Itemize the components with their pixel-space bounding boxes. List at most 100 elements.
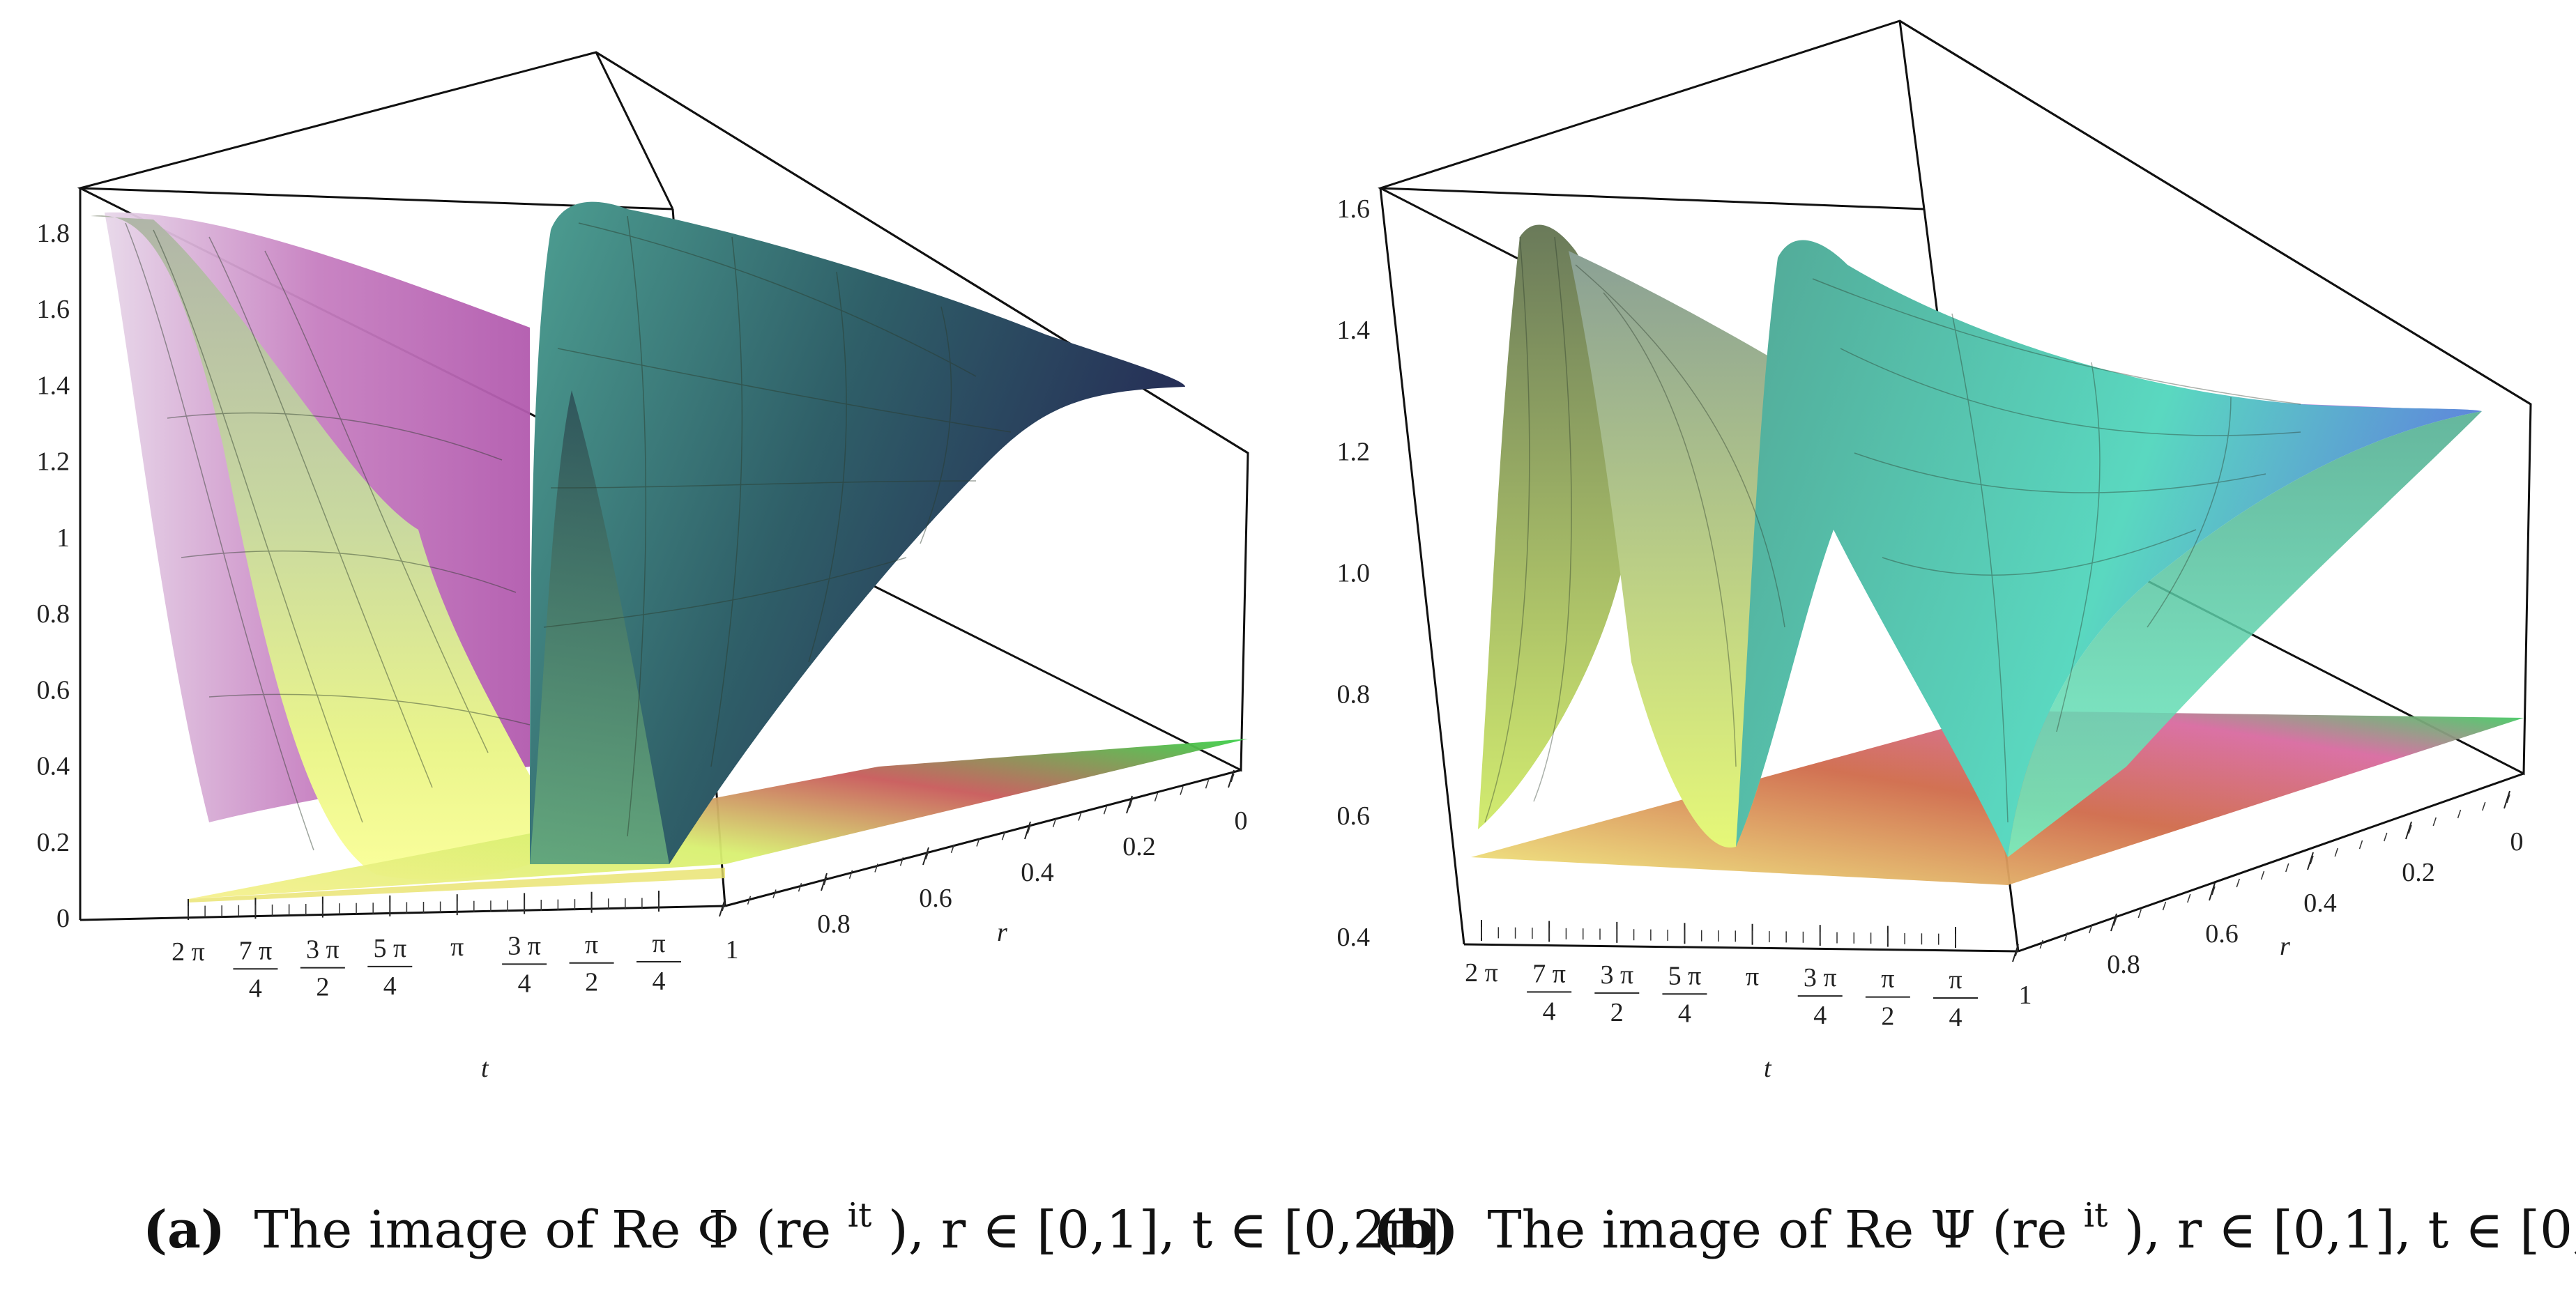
- panel-b-r-tick-label: 0.6: [2205, 919, 2239, 949]
- panel-b-r-minor-tick: [2432, 817, 2437, 827]
- panel-a-t-tick-label: 5 π: [373, 934, 406, 963]
- panel-a-r-minor-tick: [1001, 831, 1006, 840]
- panel-b-z-tick-label: 0.4: [1337, 923, 1371, 952]
- panel-a-r-minor-tick: [1078, 812, 1082, 821]
- panel-b-t-tick-denominator: 4: [1949, 1003, 1963, 1032]
- panel-b-t-tick-denominator: 2: [1881, 1002, 1894, 1031]
- panel-a-r-tick-label: 0.6: [919, 884, 952, 913]
- panel-b-z-tick-label: 1.2: [1337, 437, 1371, 466]
- panel-b-z-axis: 0.4 0.6 0.8 1.0 1.2 1.4 1.6: [1337, 194, 1371, 952]
- svg-text:(b) The image of Re Ψ (r: (b) The image of Re Ψ (re it ), r ∈ [0,1…: [1373, 1179, 2576, 1260]
- panel-a-surface-plot: 0 0.2 0.4 0.6 0.8 1 1.2 1.4 1.6 1.8 2 π 7 π 4 3 π 2 5 …: [37, 51, 1249, 1083]
- panel-a-t-tick-denominator: 2: [316, 973, 329, 1002]
- panel-a-z-tick-label: 1.2: [37, 447, 70, 477]
- panel-a-z-tick-label: 1.6: [37, 295, 70, 324]
- panel-a-r-minor-tick: [722, 902, 726, 912]
- panel-b-z-tick-label: 0.6: [1337, 801, 1371, 831]
- panel-a-t-tick-label: 3 π: [508, 931, 541, 960]
- panel-b-r-tick-mark: [2503, 790, 2510, 809]
- panel-a-mesh-lines: [125, 215, 1012, 851]
- panel-a-t-tick-label: π: [652, 929, 665, 958]
- panel-b-r-tick-label: 1: [2019, 981, 2032, 1010]
- panel-a-t-axis: 2 π 7 π 4 3 π 2 5 π 4 π 3 π 4 π 2 π 4: [172, 891, 681, 1003]
- panel-b-t-tick-denominator: 2: [1610, 998, 1624, 1027]
- caption-a-sup: it: [848, 1196, 872, 1235]
- panel-b-t-tick-denominator: 4: [1813, 1001, 1827, 1030]
- panel-b-z-tick-label: 0.8: [1337, 680, 1371, 709]
- panel-a-r-axis-label: r: [997, 918, 1007, 947]
- panel-a-r-minor-tick: [1129, 799, 1133, 808]
- panel-a-r-tick-mark: [1126, 795, 1133, 814]
- caption-a-rest: ), r ∈ [0,1], t ∈ [0,2π]: [888, 1200, 1440, 1260]
- panel-b-r-minor-tick: [2457, 809, 2462, 819]
- panel-a-t-tick-denominator: 2: [585, 968, 598, 997]
- panel-b-t-tick-label: π: [1949, 965, 1962, 995]
- panel-b-z-tick-label: 1.0: [1337, 559, 1371, 588]
- panel-a-t-tick-label: π: [450, 932, 464, 962]
- caption-b-text: The image of Re Ψ (re: [1487, 1200, 2067, 1260]
- panel-a-t-tick-label: 2 π: [172, 937, 205, 967]
- panel-a-t-tick-label: π: [585, 930, 598, 960]
- panel-b-t-axis: 2 π 7 π 4 3 π 2 5 π 4 π 3 π 4 π 2 π 4: [1465, 920, 1978, 1032]
- panel-a-r-tick-mark: [1228, 769, 1235, 788]
- panel-b-r-tick-mark: [2405, 821, 2412, 840]
- panel-a-r-minor-tick: [823, 876, 828, 886]
- panel-a-r-axis: 1 0.8 0.6 0.4 0.2 0: [719, 769, 1248, 965]
- panel-a-t-tick-denominator: 4: [518, 969, 531, 998]
- caption-b-tag: (b): [1373, 1200, 1458, 1260]
- svg-text:(a) The image of Re Φ (r: (a) The image of Re Φ (re it ), r ∈ [0,1…: [143, 1179, 1440, 1260]
- panel-b-t-tick-denominator: 4: [1678, 999, 1691, 1028]
- panel-a-r-minor-tick: [1180, 786, 1184, 795]
- panel-a-z-tick-label: 0: [56, 904, 70, 933]
- panel-b-t-tick-label: 3 π: [1804, 963, 1837, 992]
- panel-b-r-minor-tick: [2358, 840, 2363, 850]
- panel-a-r-minor-tick: [1052, 818, 1057, 827]
- panel-b-r-minor-tick: [2137, 909, 2142, 919]
- panel-b-r-minor-tick: [2089, 924, 2093, 934]
- panel-b-r-axis: 1 0.8 0.6 0.4 0.2 0: [2012, 790, 2524, 1010]
- panel-a-z-tick-label: 1: [56, 523, 70, 553]
- caption-a: (a) The image of Re Φ (re it ), r ∈ [0,1…: [143, 1179, 1440, 1260]
- panel-b-r-minor-tick: [2211, 886, 2216, 896]
- panel-b-r-minor-tick: [2506, 794, 2510, 804]
- panel-a-t-tick-label: 3 π: [306, 935, 340, 965]
- panel-a-r-tick-label: 1: [726, 935, 739, 965]
- panel-b-r-minor-tick: [2310, 855, 2314, 865]
- panel-b-r-minor-tick: [2334, 847, 2338, 857]
- panel-a-r-minor-tick: [747, 896, 752, 905]
- panel-b-t-tick-label: 3 π: [1600, 960, 1633, 990]
- panel-a-z-tick-label: 0.2: [37, 828, 70, 857]
- panel-a-ground-plane: [188, 739, 1248, 899]
- panel-b-r-tick-label: 0.4: [2303, 889, 2337, 918]
- panel-a-r-tick-label: 0.4: [1021, 858, 1054, 887]
- panel-b-t-tick-label: 5 π: [1668, 961, 1702, 990]
- caption-b-sup: it: [2084, 1196, 2108, 1235]
- panel-b-r-tick-label: 0: [2510, 827, 2524, 857]
- panel-b-z-tick-label: 1.4: [1337, 316, 1371, 345]
- panel-a-r-tick-mark: [719, 898, 726, 917]
- panel-a-r-minor-tick: [1205, 780, 1210, 789]
- panel-a-r-minor-tick: [772, 889, 777, 898]
- panel-b-r-minor-tick: [2162, 901, 2167, 911]
- panel-b-r-minor-tick: [2482, 801, 2486, 811]
- panel-b-r-minor-tick: [2015, 947, 2019, 957]
- panel-b-r-minor-tick: [2187, 893, 2191, 903]
- panel-b-r-tick-mark: [2209, 882, 2216, 901]
- panel-b-t-tick-label: 7 π: [1532, 959, 1566, 988]
- panel-a-z-tick-label: 1.4: [37, 371, 70, 400]
- panel-a-valley-surface: [91, 215, 544, 880]
- panel-a-r-minor-tick: [976, 838, 980, 847]
- panel-a-r-minor-tick: [874, 863, 878, 873]
- panel-b-r-minor-tick: [2236, 878, 2240, 888]
- panel-b-r-minor-tick: [2260, 870, 2265, 880]
- panel-a-r-minor-tick: [1103, 806, 1108, 815]
- panel-b-t-tick-label: π: [1746, 962, 1759, 992]
- panel-a-r-minor-tick: [1154, 792, 1159, 801]
- panel-b-r-minor-tick: [2384, 832, 2388, 842]
- panel-b-z-tick-label: 1.6: [1337, 194, 1371, 224]
- panel-a-r-tick-mark: [1024, 821, 1031, 840]
- caption-a-text: The image of Re Φ (re: [254, 1200, 832, 1260]
- panel-b-r-axis-label: r: [2280, 932, 2290, 961]
- panel-b-mesh-lines: [1484, 236, 2301, 823]
